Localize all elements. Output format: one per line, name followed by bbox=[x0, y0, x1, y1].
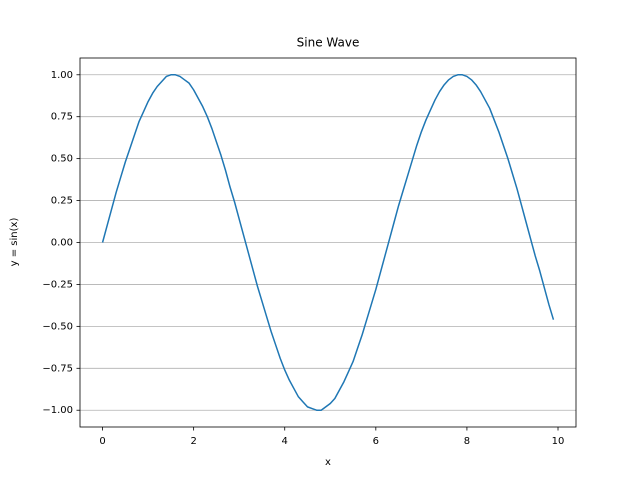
y-tick-label: −0.25 bbox=[42, 279, 73, 290]
chart-title: Sine Wave bbox=[297, 36, 360, 50]
x-tick-label: 6 bbox=[373, 436, 379, 447]
x-axis-label: x bbox=[325, 457, 331, 468]
y-tick-label: 1.00 bbox=[51, 70, 73, 81]
line bbox=[101, 74, 555, 411]
y-tick-label: −0.75 bbox=[42, 363, 73, 374]
plot-frame bbox=[79, 57, 577, 428]
y-tick-label: −1.00 bbox=[42, 405, 73, 416]
y-tick-label: −0.50 bbox=[42, 321, 73, 332]
x-tick-label: 4 bbox=[282, 436, 288, 447]
x-tick-label: 2 bbox=[190, 436, 196, 447]
x-tick-label: 10 bbox=[552, 436, 565, 447]
y-tick-label: 0.75 bbox=[51, 112, 73, 123]
x-tick-label: 0 bbox=[99, 436, 105, 447]
x-tick-label: 8 bbox=[464, 436, 470, 447]
y-axis-label: y = sin(x) bbox=[9, 218, 20, 267]
y-tick-label: 0.25 bbox=[51, 196, 73, 207]
y-tick-label: 0.00 bbox=[51, 238, 73, 249]
y-tick-label: 0.50 bbox=[51, 154, 73, 165]
